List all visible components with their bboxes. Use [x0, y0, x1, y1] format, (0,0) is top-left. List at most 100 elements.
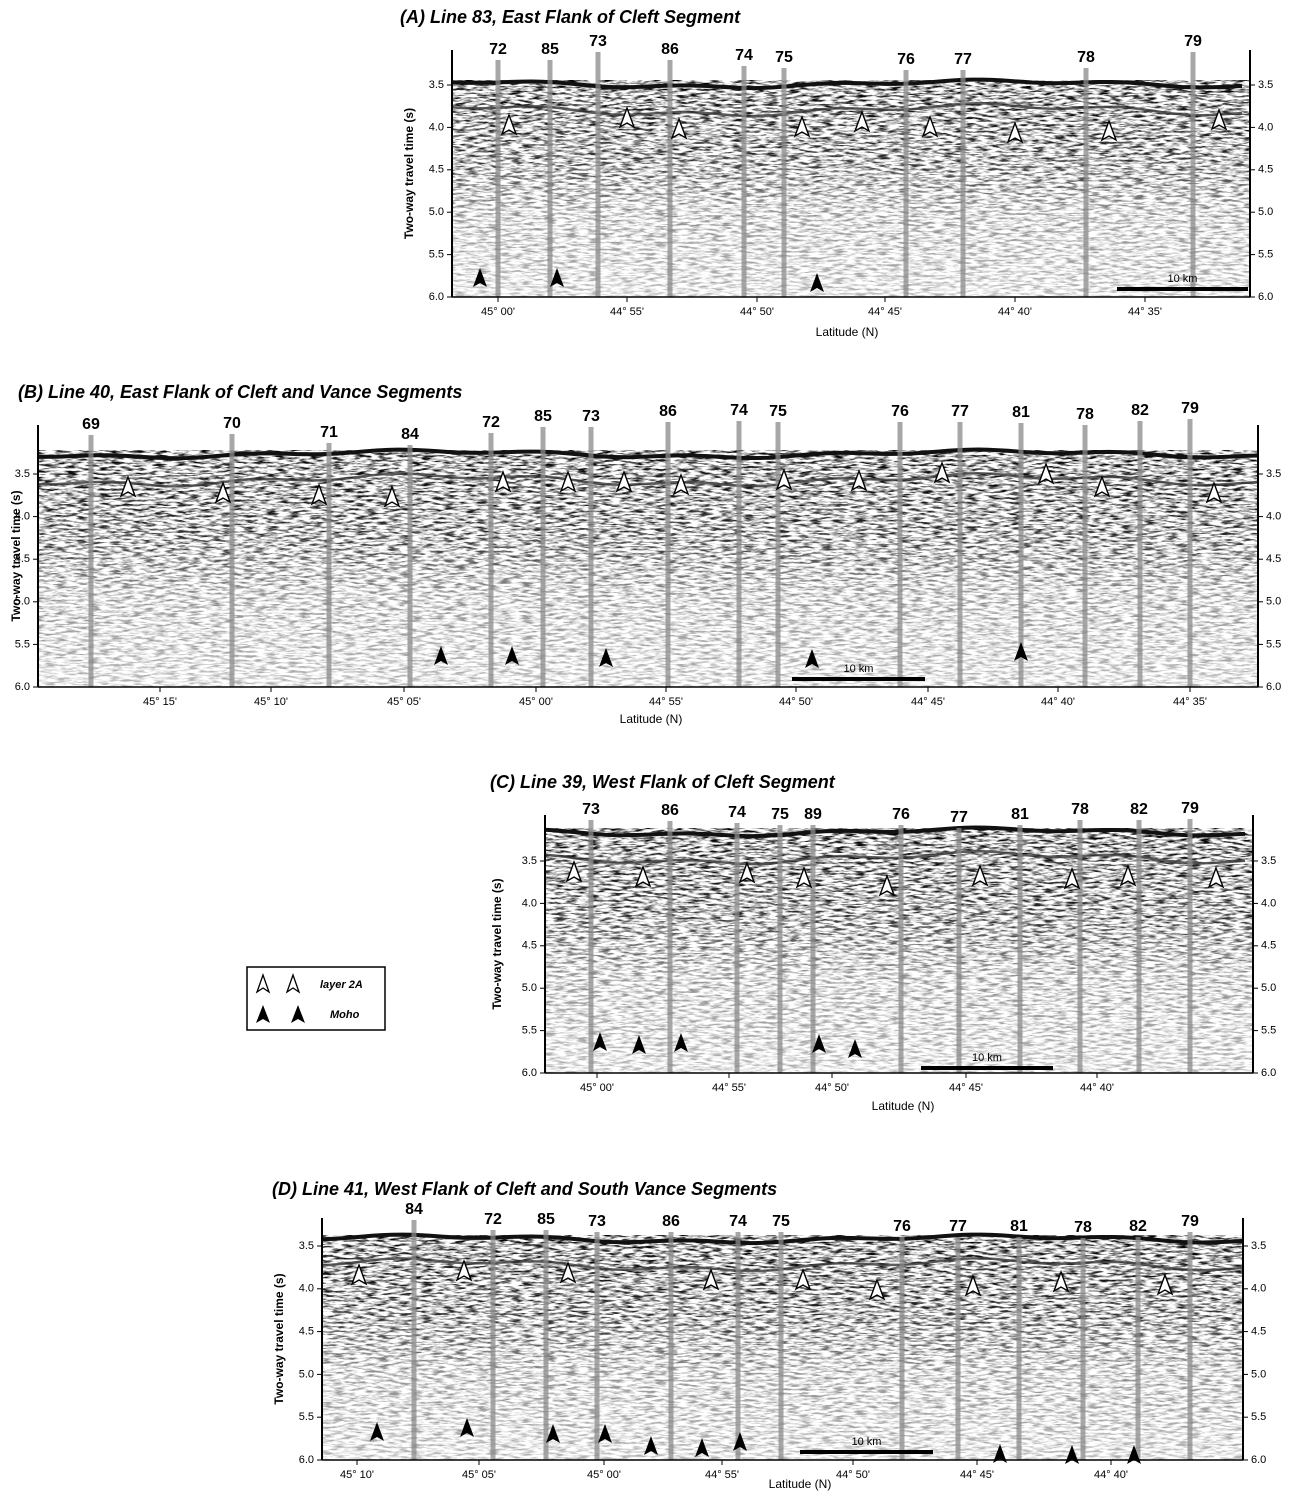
y-tick-label: 4.0: [522, 897, 537, 909]
crossing-line: [777, 825, 783, 1073]
seismic-fade: [38, 450, 1258, 687]
layer-2a-arrow: [702, 1267, 720, 1291]
legend-label: Moho: [330, 1009, 360, 1021]
layer-2a-arrow: [119, 474, 137, 498]
y-tick-label: 6.0: [522, 1067, 537, 1079]
crossing-line-label: 73: [588, 1213, 606, 1230]
y-tick-label: 6.0: [1251, 1454, 1266, 1466]
crossing-line: [488, 433, 494, 687]
moho-arrow: [599, 648, 613, 667]
seismic-fade: [452, 80, 1250, 297]
crossing-line: [588, 820, 594, 1073]
crossing-line-label: 76: [893, 1218, 911, 1235]
crossing-line-label: 76: [891, 403, 909, 420]
crossing-line: [735, 1232, 741, 1460]
crossing-line-label: 79: [1181, 1213, 1199, 1230]
y-tick-label: 4.5: [1261, 940, 1276, 952]
x-tick-label: 45° 10': [340, 1469, 374, 1481]
y-tick-label: 5.0: [1258, 206, 1273, 218]
moho-arrow: [546, 1424, 560, 1443]
x-axis-label: Latitude (N): [769, 1477, 832, 1491]
y-tick-label: 3.5: [1266, 468, 1281, 480]
crossing-line: [1187, 1232, 1193, 1460]
y-tick-label: 5.0: [1261, 982, 1276, 994]
y-tick-label: 5.5: [1251, 1411, 1266, 1423]
crossing-line: [778, 1232, 784, 1460]
crossing-line-label: 77: [954, 51, 972, 68]
crossing-line-label: 86: [661, 41, 679, 58]
crossing-line-label: 86: [659, 403, 677, 420]
crossing-line: [898, 825, 904, 1073]
layer-2a-arrow: [794, 1267, 812, 1291]
y-tick-label: 4.5: [429, 164, 444, 176]
y-tick-label: 6.0: [1266, 681, 1281, 693]
layer-2a-arrow: [494, 469, 512, 493]
moho-arrow: [505, 646, 519, 665]
layer-2a-arrow: [775, 467, 793, 491]
crossing-line-label: 74: [728, 804, 746, 821]
seafloor-reflector: [37, 447, 1259, 461]
crossing-line-label: 82: [1130, 801, 1148, 818]
crossing-line: [899, 1237, 905, 1460]
layer-2a-arrow: [921, 114, 939, 138]
crossing-line-label: 74: [729, 1213, 747, 1230]
x-tick-label: 45° 05': [462, 1469, 496, 1481]
y-tick-label: 6.0: [15, 681, 30, 693]
x-tick-label: 44° 40': [1094, 1469, 1128, 1481]
layer-2a-arrow: [1063, 866, 1081, 890]
layer-2a-arrow: [455, 1258, 473, 1282]
crossing-line: [1080, 1238, 1086, 1460]
y-axis-label: Two-way travel time (s): [402, 108, 416, 239]
seafloor-reflector: [451, 77, 1243, 91]
crossing-line: [897, 422, 903, 687]
layer-2a-arrow: [878, 873, 896, 897]
crossing-line: [781, 68, 787, 297]
crossing-line-label: 77: [950, 809, 968, 826]
legend-box: [246, 966, 386, 1031]
y-tick-label: 4.0: [429, 121, 444, 133]
x-tick-label: 44° 35': [1128, 306, 1162, 318]
y-tick-label: 5.5: [1266, 638, 1281, 650]
panel-title: (B) Line 40, East Flank of Cleft and Van…: [18, 382, 462, 402]
moho-arrow: [1065, 1445, 1079, 1464]
crossing-line: [490, 1230, 496, 1460]
y-tick-label: 4.5: [1266, 553, 1281, 565]
y-tick-label: 4.0: [1261, 897, 1276, 909]
crossing-line-label: 84: [405, 1201, 423, 1218]
crossing-line: [1017, 825, 1023, 1073]
crossing-line-label: 73: [589, 33, 607, 50]
crossing-line: [588, 427, 594, 687]
crossing-line-label: 73: [582, 801, 600, 818]
crossing-line-label: 78: [1074, 1219, 1092, 1236]
crossing-line: [594, 1232, 600, 1460]
layer-2a-arrow: [795, 865, 813, 889]
crossing-line: [407, 445, 413, 687]
y-tick-label: 5.0: [429, 206, 444, 218]
x-tick-label: 45° 15': [143, 696, 177, 708]
legend-label: layer 2A: [320, 979, 363, 991]
y-axis-label: Two-way travel time (s): [9, 490, 23, 621]
crossing-line-label: 78: [1077, 49, 1095, 66]
layer-2a-arrow: [1006, 120, 1024, 144]
legend-black-arrows: [256, 1005, 305, 1023]
legend: layer 2A Moho: [246, 966, 386, 1031]
layer-2a-arrow: [853, 109, 871, 133]
crossing-line: [1190, 52, 1196, 297]
crossing-line: [956, 828, 962, 1073]
layer-2a-arrow: [350, 1262, 368, 1286]
crossing-line: [1082, 425, 1088, 687]
x-tick-label: 44° 55': [712, 1082, 746, 1094]
scale-bar-label: 10 km: [844, 663, 874, 675]
crossing-line: [1018, 423, 1024, 687]
crossing-line: [775, 422, 781, 687]
crossing-line-label: 79: [1184, 33, 1202, 50]
crossing-line-label: 81: [1012, 404, 1030, 421]
crossing-line-label: 78: [1076, 406, 1094, 423]
y-tick-label: 4.5: [1258, 164, 1273, 176]
crossing-line-label: 89: [804, 806, 822, 823]
x-tick-label: 44° 40': [998, 306, 1032, 318]
layer-2a-arrow: [634, 864, 652, 888]
crossing-line: [665, 422, 671, 687]
crossing-line-label: 70: [223, 415, 241, 432]
